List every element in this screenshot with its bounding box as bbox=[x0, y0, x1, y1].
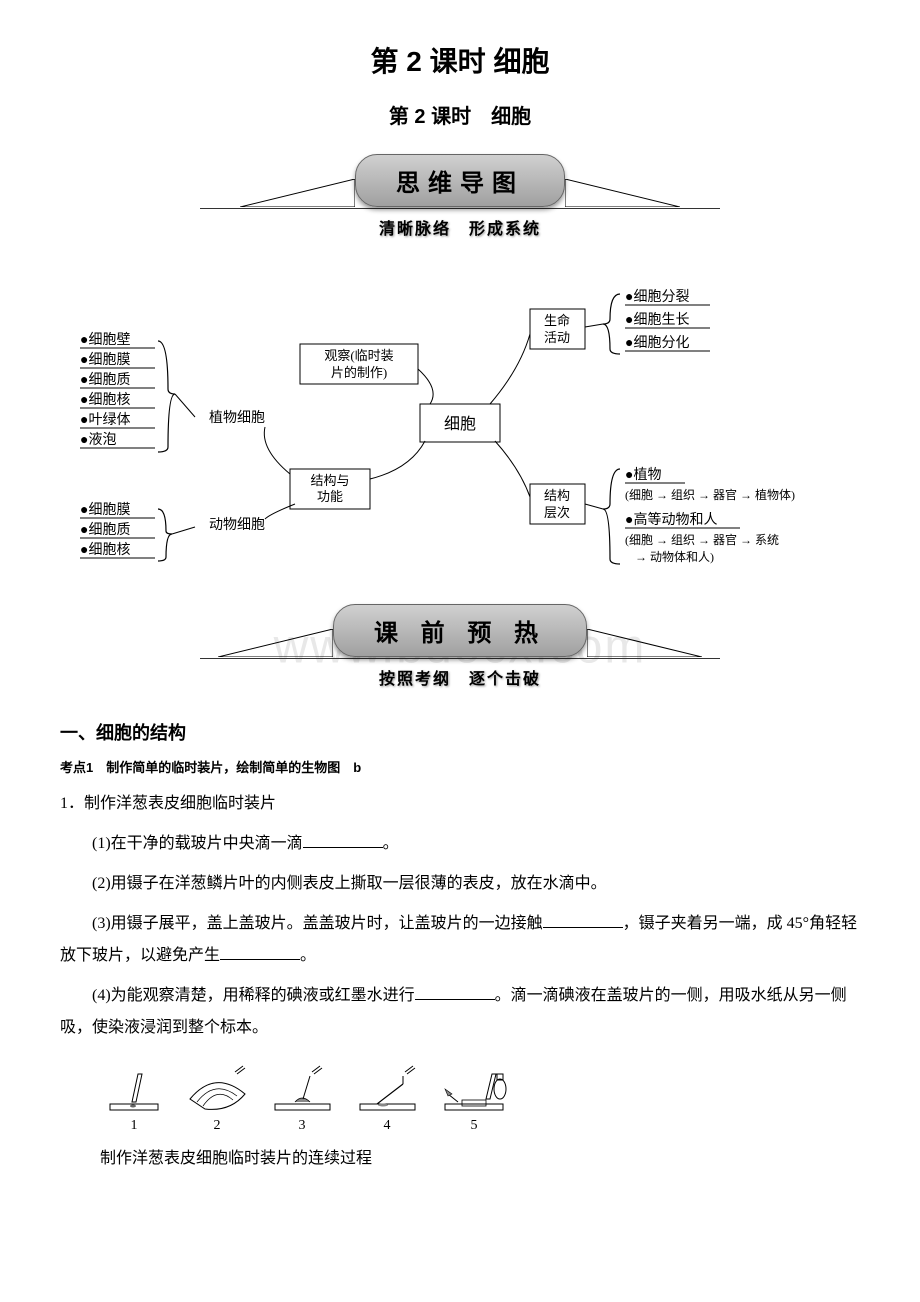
svg-text:4: 4 bbox=[384, 1118, 391, 1133]
step1-suffix: 。 bbox=[383, 835, 399, 852]
item-1: 1．制作洋葱表皮细胞临时装片 bbox=[60, 788, 860, 820]
mindmap-observe-2: 片的制作) bbox=[331, 365, 387, 380]
mindmap-ap-1: ●细胞质 bbox=[80, 522, 130, 538]
blank-4 bbox=[415, 981, 495, 1000]
fig-2: 2 bbox=[190, 1066, 245, 1133]
mindmap-pp-2: ●细胞质 bbox=[80, 372, 130, 388]
svg-text:5: 5 bbox=[471, 1118, 478, 1133]
step3-p3: 。 bbox=[300, 947, 316, 964]
mindmap-life-1: 生命 bbox=[544, 313, 570, 328]
mindmap-animal-cell: 动物细胞 bbox=[209, 517, 265, 533]
step-2: (2)用镊子在洋葱鳞片叶的内侧表皮上撕取一层很薄的表皮，放在水滴中。 bbox=[60, 868, 860, 900]
mindmap-lv-animal-flow2: → 动物体和人) bbox=[635, 550, 714, 564]
mindmap-ap-2: ●细胞核 bbox=[80, 542, 130, 558]
step-1: (1)在干净的载玻片中央滴一滴 。 bbox=[60, 828, 860, 860]
page-subtitle: 第 2 课时 细胞 bbox=[60, 100, 860, 129]
fig-3: 3 bbox=[275, 1066, 330, 1133]
mindmap-life-2: 活动 bbox=[544, 330, 570, 345]
mindmap-li-2: ●细胞分化 bbox=[625, 335, 689, 351]
mindmap-lv-animal: ●高等动物和人 bbox=[625, 511, 717, 528]
banner-triangle-right bbox=[587, 629, 702, 657]
step-illustrations: 1 2 3 4 bbox=[100, 1064, 860, 1134]
mindmap-sl-1: 结构 bbox=[544, 488, 570, 503]
mindmap-observe-1: 观察(临时装 bbox=[324, 348, 393, 363]
mindmap-lv-plant-flow: (细胞 → 组织 → 器官 → 植物体) bbox=[625, 487, 795, 502]
step-3: (3)用镊子展平，盖上盖玻片。盖盖玻片时，让盖玻片的一边接触，镊子夹着另一端，成… bbox=[60, 908, 860, 972]
mindmap-lv-plant: ●植物 bbox=[625, 467, 661, 483]
step4-p1: (4)为能观察清楚，用稀释的碘液或红墨水进行 bbox=[92, 987, 415, 1004]
mindmap-ap-0: ●细胞膜 bbox=[80, 502, 130, 518]
banner-triangle-left bbox=[218, 629, 333, 657]
mindmap-center: 细胞 bbox=[444, 415, 476, 433]
svg-text:2: 2 bbox=[214, 1118, 221, 1133]
mindmap-sl-2: 层次 bbox=[544, 505, 570, 520]
blank-1 bbox=[303, 829, 383, 848]
banner-divider bbox=[200, 208, 720, 209]
svg-text:3: 3 bbox=[299, 1118, 306, 1133]
page-title: 第 2 课时 细胞 bbox=[60, 40, 860, 80]
fig-4: 4 bbox=[360, 1066, 415, 1133]
svg-text:1: 1 bbox=[131, 1118, 138, 1133]
mindmap-pp-1: ●细胞膜 bbox=[80, 352, 130, 368]
mindmap-pp-3: ●细胞核 bbox=[80, 392, 130, 408]
mindmap-sf-2: 功能 bbox=[317, 489, 343, 504]
banner2-sub: 按照考纲 逐个击破 bbox=[200, 665, 720, 689]
section1-heading: 一、细胞的结构 bbox=[60, 719, 860, 745]
mindmap-plant-cell: 植物细胞 bbox=[209, 410, 265, 426]
step1-prefix: (1)在干净的载玻片中央滴一滴 bbox=[92, 835, 303, 852]
fig-1: 1 bbox=[110, 1074, 158, 1133]
banner-triangle-left bbox=[240, 179, 355, 207]
mindmap-pp-5: ●液泡 bbox=[80, 432, 116, 448]
mindmap-li-1: ●细胞生长 bbox=[625, 312, 689, 328]
step3-p1: (3)用镊子展平，盖上盖玻片。盖盖玻片时，让盖玻片的一边接触 bbox=[92, 915, 543, 932]
mindmap-sf-1: 结构与 bbox=[310, 473, 349, 488]
banner-mindmap: 思维导图 清晰脉络 形成系统 bbox=[200, 154, 720, 239]
blank-3 bbox=[220, 941, 300, 960]
mindmap-diagram: 细胞 观察(临时装 片的制作) 结构与 功能 植物细胞 ●细胞壁 ●细胞膜 ●细… bbox=[60, 269, 860, 584]
banner2-main: 课 前 预 热 bbox=[333, 604, 587, 657]
banner-divider bbox=[200, 658, 720, 659]
mindmap-pp-0: ●细胞壁 bbox=[80, 332, 130, 348]
banner1-main: 思维导图 bbox=[355, 154, 565, 207]
step-4: (4)为能观察清楚，用稀释的碘液或红墨水进行。滴一滴碘液在盖玻片的一侧，用吸水纸… bbox=[60, 980, 860, 1044]
banner-preheat: 课 前 预 热 按照考纲 逐个击破 bbox=[200, 604, 720, 689]
blank-2 bbox=[543, 909, 623, 928]
exam-point-1: 考点1 制作简单的临时装片，绘制简单的生物图 b bbox=[60, 757, 860, 776]
mindmap-li-0: ●细胞分裂 bbox=[625, 289, 689, 305]
banner-triangle-right bbox=[565, 179, 680, 207]
mindmap-pp-4: ●叶绿体 bbox=[80, 412, 130, 428]
banner1-sub: 清晰脉络 形成系统 bbox=[200, 215, 720, 239]
mindmap-lv-animal-flow1: (细胞 → 组织 → 器官 → 系统 bbox=[625, 532, 779, 547]
figure-caption: 制作洋葱表皮细胞临时装片的连续过程 bbox=[100, 1144, 860, 1168]
fig-5: 5 bbox=[445, 1074, 506, 1133]
